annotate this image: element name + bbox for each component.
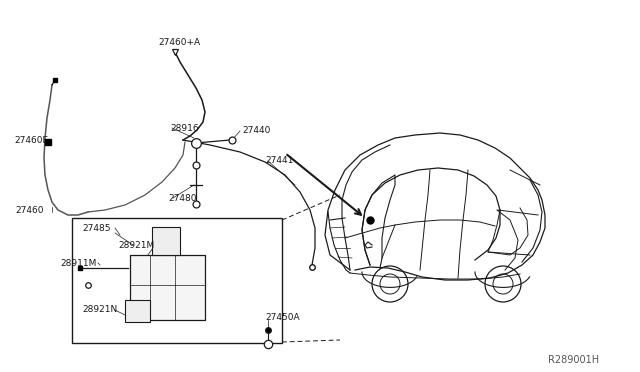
Text: R289001H: R289001H bbox=[548, 355, 599, 365]
Text: 27450A: 27450A bbox=[265, 314, 300, 323]
Text: 27485: 27485 bbox=[82, 224, 111, 232]
Bar bbox=[72, 218, 282, 343]
Text: 27441: 27441 bbox=[265, 155, 293, 164]
Text: 28921M: 28921M bbox=[118, 241, 154, 250]
Text: 27440: 27440 bbox=[242, 125, 270, 135]
Text: 28911M: 28911M bbox=[60, 259, 97, 267]
Text: 28916: 28916 bbox=[170, 124, 198, 132]
Bar bbox=[125, 300, 150, 322]
Text: 27460+A: 27460+A bbox=[158, 38, 200, 46]
Bar bbox=[152, 227, 180, 255]
Text: 27480: 27480 bbox=[168, 193, 196, 202]
Text: 27460: 27460 bbox=[15, 205, 44, 215]
Text: 28921N: 28921N bbox=[82, 305, 117, 314]
Bar bbox=[130, 255, 205, 320]
Text: 27460E: 27460E bbox=[14, 135, 48, 144]
